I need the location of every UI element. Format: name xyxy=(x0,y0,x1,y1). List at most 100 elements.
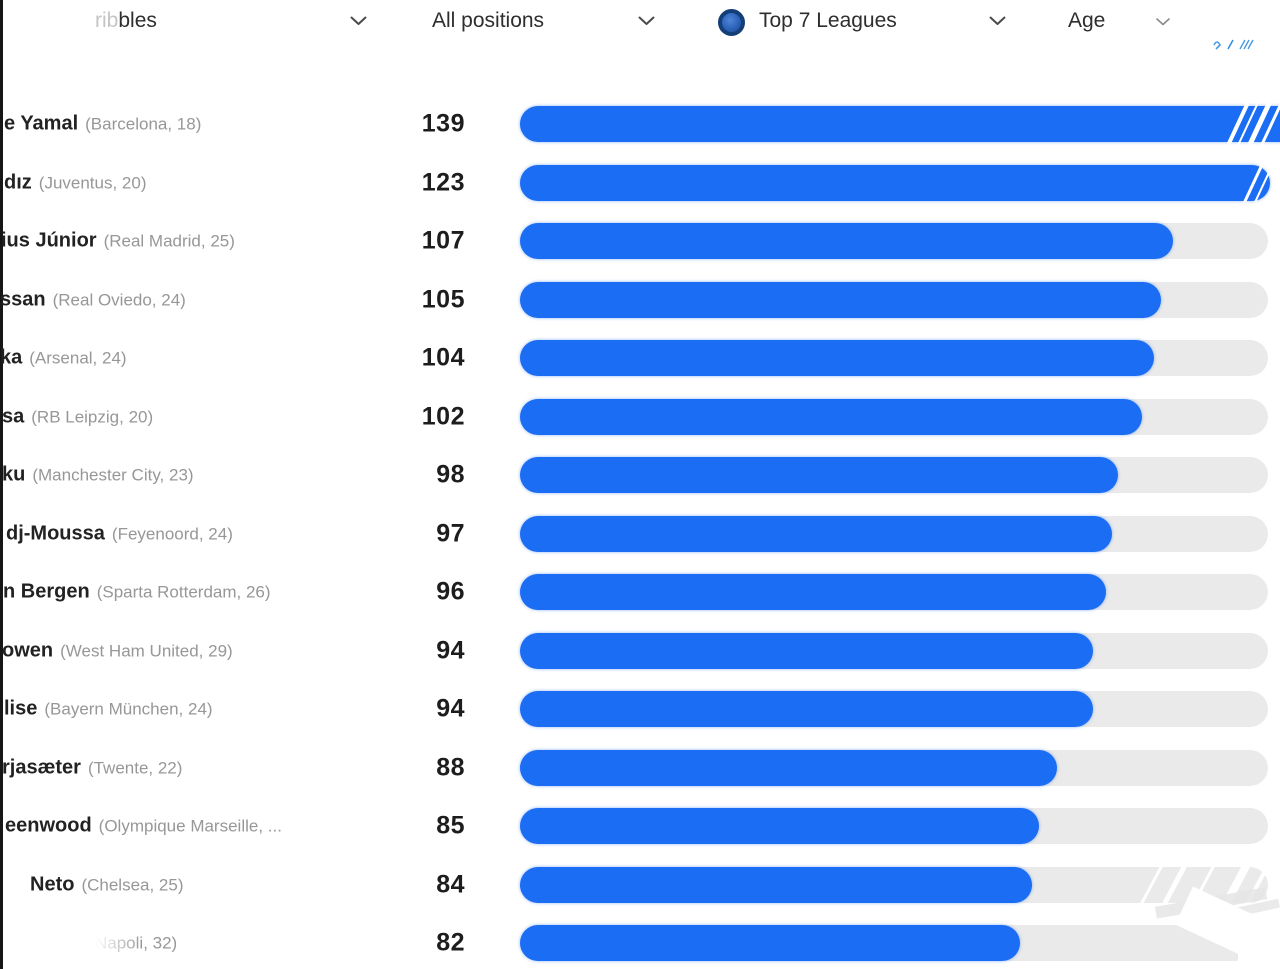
player-label: ssan (Real Oviedo, 24) xyxy=(0,288,186,311)
list-item[interactable]: n Bergen (Sparta Rotterdam, 26) 96 xyxy=(0,563,1280,621)
watermark-squiggle-icon xyxy=(1212,36,1258,54)
value-bar xyxy=(520,281,1161,318)
value-bar xyxy=(520,866,1032,903)
value-bar xyxy=(520,808,1039,844)
list-item[interactable]: eenwood (Olympique Marseille, ... 85 xyxy=(0,797,1280,855)
list-item[interactable]: dız (Juventus, 20) 123 xyxy=(0,154,1280,212)
list-item[interactable]: lise (Bayern München, 24) 94 xyxy=(0,680,1280,738)
player-club-age: (RB Leipzig, 20) xyxy=(31,407,154,426)
list-item[interactable]: ius Júnior (Real Madrid, 25) 107 xyxy=(0,212,1280,270)
erase-fade-artifact xyxy=(80,922,142,962)
filter-metric-label: bles xyxy=(118,9,157,32)
value-bar xyxy=(520,749,1057,786)
player-club-age: (Feyenoord, 24) xyxy=(111,524,233,543)
value-bar xyxy=(520,515,1112,552)
filter-league[interactable]: Top 7 Leagues xyxy=(759,9,897,33)
value-label: 102 xyxy=(421,402,465,430)
value-label: 97 xyxy=(436,519,465,547)
filter-positions-label: All positions xyxy=(432,9,545,32)
chevron-down-icon[interactable] xyxy=(638,16,655,26)
scratch-artifact xyxy=(1238,918,1280,969)
list-item[interactable]: ssan (Real Oviedo, 24) 105 xyxy=(0,271,1280,329)
player-name: e Yamal xyxy=(4,112,79,135)
player-label: ka (Arsenal, 24) xyxy=(0,347,127,370)
value-bar xyxy=(520,457,1118,493)
player-name: lise xyxy=(4,697,38,720)
player-name: ssan xyxy=(0,288,46,310)
player-name: dız xyxy=(4,171,32,193)
value-label: 123 xyxy=(421,168,465,196)
value-bar xyxy=(520,340,1154,376)
value-bar xyxy=(520,106,1280,142)
list-item[interactable]: e Yamal (Barcelona, 18) 139 xyxy=(0,95,1280,153)
player-label: Neto (Chelsea, 25) xyxy=(30,873,184,896)
chevron-down-icon[interactable] xyxy=(350,16,367,26)
chevron-down-icon[interactable] xyxy=(989,16,1006,26)
filter-league-label: Top 7 Leagues xyxy=(759,9,897,32)
player-club-age: (Juventus, 20) xyxy=(38,173,147,192)
filter-age-label: Age xyxy=(1068,9,1106,32)
filter-metric[interactable]: ribbles xyxy=(95,9,157,33)
player-name: eenwood xyxy=(5,814,92,837)
value-bar xyxy=(520,164,1270,201)
value-label: 88 xyxy=(436,753,465,781)
player-label: n Bergen (Sparta Rotterdam, 26) xyxy=(3,581,271,604)
list-item[interactable]: owen (West Ham United, 29) 94 xyxy=(0,622,1280,680)
player-club-age: (Barcelona, 18) xyxy=(85,114,202,134)
player-club-age: (Sparta Rotterdam, 26) xyxy=(96,582,271,602)
player-club-age: (Olympique Marseille, ... xyxy=(98,816,282,836)
filters-bar: ribbles All positions Top 7 Leagues Age xyxy=(0,0,1280,60)
player-club-age: (Real Madrid, 25) xyxy=(103,231,235,251)
player-name: owen xyxy=(2,639,54,661)
value-label: 94 xyxy=(436,636,465,664)
league-badge-icon xyxy=(718,9,745,36)
player-label: dız (Juventus, 20) xyxy=(4,171,147,194)
player-label: rjasæter (Twente, 22) xyxy=(2,756,182,779)
player-name: rjasæter xyxy=(2,756,81,778)
filter-metric-faded-text: rib xyxy=(95,9,119,32)
player-label: lise (Bayern München, 24) xyxy=(4,698,213,721)
player-name: ka xyxy=(0,346,23,369)
value-bar xyxy=(520,223,1173,259)
value-bar xyxy=(520,574,1106,610)
list-item[interactable]: ka (Arsenal, 24) 104 xyxy=(0,329,1280,387)
list-item[interactable]: sa (RB Leipzig, 20) 102 xyxy=(0,388,1280,446)
value-label: 96 xyxy=(436,577,465,606)
player-label: owen (West Ham United, 29) xyxy=(2,639,233,662)
value-bar xyxy=(520,398,1142,435)
value-label: 105 xyxy=(421,285,465,313)
filter-positions[interactable]: All positions xyxy=(432,9,544,33)
player-label: e Yamal (Barcelona, 18) xyxy=(4,113,201,136)
player-name: dj-Moussa xyxy=(6,522,105,544)
list-item[interactable]: ku (Manchester City, 23) 98 xyxy=(0,446,1280,504)
player-club-age: (West Ham United, 29) xyxy=(60,641,233,660)
value-bar xyxy=(520,632,1093,669)
value-label: 84 xyxy=(436,870,465,898)
player-name: ius Júnior xyxy=(1,229,97,252)
player-label: eenwood (Olympique Marseille, ... xyxy=(5,815,282,838)
player-club-age: (Manchester City, 23) xyxy=(32,465,194,485)
list-item[interactable]: dj-Moussa (Feyenoord, 24) 97 xyxy=(0,505,1280,563)
player-label: ku (Manchester City, 23) xyxy=(2,464,194,487)
value-label: 85 xyxy=(436,811,465,840)
list-item[interactable]: Napoli, 32)82 xyxy=(0,914,1280,969)
value-label: 82 xyxy=(436,928,465,957)
filter-age[interactable]: Age xyxy=(1068,9,1105,33)
player-name: sa xyxy=(2,405,25,427)
value-label: 98 xyxy=(436,460,465,489)
list-item[interactable]: rjasæter (Twente, 22) 88 xyxy=(0,739,1280,797)
left-crop-edge xyxy=(0,0,3,969)
player-name: Neto xyxy=(30,873,75,895)
player-club-age: (Bayern München, 24) xyxy=(44,699,213,719)
player-club-age: (Chelsea, 25) xyxy=(81,875,184,894)
value-label: 107 xyxy=(421,226,465,255)
player-name: ku xyxy=(2,463,26,486)
value-label: 104 xyxy=(421,343,465,372)
player-label: dj-Moussa (Feyenoord, 24) xyxy=(6,522,233,545)
chevron-down-icon[interactable] xyxy=(1156,18,1170,26)
value-label: 94 xyxy=(436,694,465,723)
value-bar xyxy=(520,691,1093,727)
player-name: n Bergen xyxy=(3,580,90,603)
list-item[interactable]: Neto (Chelsea, 25) 84 xyxy=(0,856,1280,914)
